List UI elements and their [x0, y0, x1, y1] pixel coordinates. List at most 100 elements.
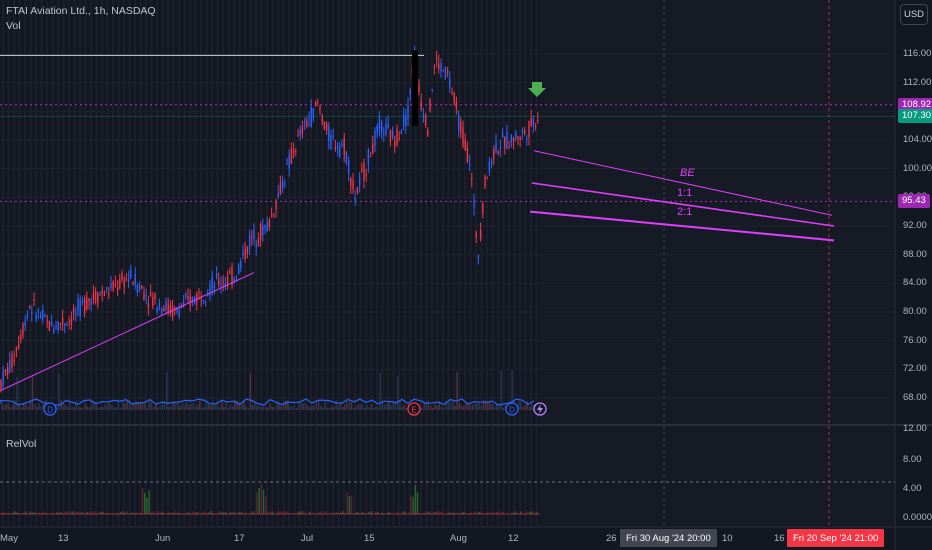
symbol-title[interactable]: FTAI Aviation Ltd., 1h, NASDAQ [6, 5, 156, 17]
event-marker-ring [43, 402, 57, 416]
volume-bar [218, 407, 221, 410]
volume-bar [489, 401, 491, 410]
relvol-bar [139, 512, 142, 514]
session-band [216, 0, 219, 527]
relvol-tick-label: 8.00 [903, 454, 922, 465]
relvol-bar [267, 511, 269, 514]
session-band [156, 0, 159, 527]
volume-bar [210, 405, 212, 410]
candle-body [11, 354, 13, 368]
session-band [128, 0, 131, 527]
relvol-bar [258, 487, 260, 514]
price-tick-label: 116.00 [903, 48, 932, 59]
candle-body [497, 151, 499, 154]
relvol-bar [276, 512, 278, 514]
volume-indicator-label[interactable]: Vol [6, 20, 21, 32]
volume-bar [322, 407, 324, 410]
volume-bar [386, 403, 388, 410]
relvol-bar [201, 512, 203, 514]
relvol-bar [196, 511, 199, 514]
candle-body [94, 290, 97, 301]
candle-body [508, 147, 510, 149]
candle-body [268, 220, 271, 228]
volume-bar [267, 407, 269, 410]
relvol-bar [207, 512, 210, 514]
volume-bar [487, 401, 489, 410]
volume-bar [108, 402, 111, 410]
relvol-bar [100, 511, 102, 514]
volume-bar [207, 404, 210, 410]
relvol-tick-label: 4.00 [903, 483, 922, 494]
relvol-bar [535, 511, 538, 514]
candle-body [24, 321, 26, 326]
candle-body [345, 152, 348, 164]
session-band [90, 0, 93, 527]
price-tick-label: 92.00 [903, 220, 927, 231]
candle-body [240, 261, 242, 268]
volume-bar [337, 405, 340, 410]
volume-bar [42, 403, 45, 410]
relvol-bar [256, 492, 258, 514]
candle-body [154, 293, 156, 300]
relvol-bar [218, 511, 221, 514]
volume-bar [326, 407, 329, 410]
session-band [150, 0, 153, 527]
relvol-indicator-label[interactable]: RelVol [6, 438, 37, 450]
candle-body [376, 125, 378, 133]
volume-bar [458, 402, 461, 410]
session-band [139, 0, 142, 527]
candle-body [57, 321, 59, 331]
volume-bar [69, 402, 71, 410]
session-band [145, 0, 148, 527]
session-band [403, 0, 406, 527]
candle-body [149, 292, 152, 297]
candle-body [189, 296, 191, 307]
candle-body [125, 278, 128, 280]
volume-bar [273, 407, 276, 410]
session-band [95, 0, 98, 527]
volume-bar [102, 406, 104, 410]
candle-body [361, 169, 363, 171]
volume-bar [317, 400, 320, 410]
relvol-bar [124, 512, 126, 514]
relvol-bar [146, 497, 148, 514]
candle-body [308, 119, 310, 121]
volume-bar [280, 406, 282, 410]
session-band [84, 0, 87, 527]
relvol-bar [16, 512, 18, 514]
session-band [315, 0, 318, 527]
session-band [332, 0, 335, 527]
volume-bar [443, 407, 445, 410]
relvol-bar [480, 511, 483, 514]
candle-body [358, 176, 361, 185]
session-band [519, 0, 522, 527]
session-band [255, 0, 258, 527]
session-band [46, 0, 49, 527]
volume-bar [31, 376, 34, 410]
support-trendline [0, 272, 255, 392]
candle-body [134, 274, 136, 285]
time-tick-label: 10 [722, 533, 733, 544]
session-band [414, 0, 417, 527]
candle-body [515, 132, 517, 139]
candle-body [50, 321, 53, 326]
candle-body [493, 148, 495, 159]
relvol-bar [150, 512, 153, 514]
relvol-bar [119, 512, 122, 514]
relvol-bar [185, 512, 188, 514]
volume-bar [496, 404, 498, 410]
relvol-bar [529, 511, 531, 514]
volume-bar [482, 400, 485, 410]
session-band [304, 0, 307, 527]
relvol-bar [80, 511, 82, 514]
session-band [321, 0, 324, 527]
currency-button[interactable]: USD [900, 4, 928, 25]
relvol-bar [491, 511, 494, 514]
relvol-bar [476, 512, 478, 514]
candle-body [438, 63, 440, 70]
candle-body [77, 299, 79, 310]
volume-bar [276, 401, 278, 410]
session-band [458, 0, 461, 527]
relvol-bar [34, 512, 36, 514]
